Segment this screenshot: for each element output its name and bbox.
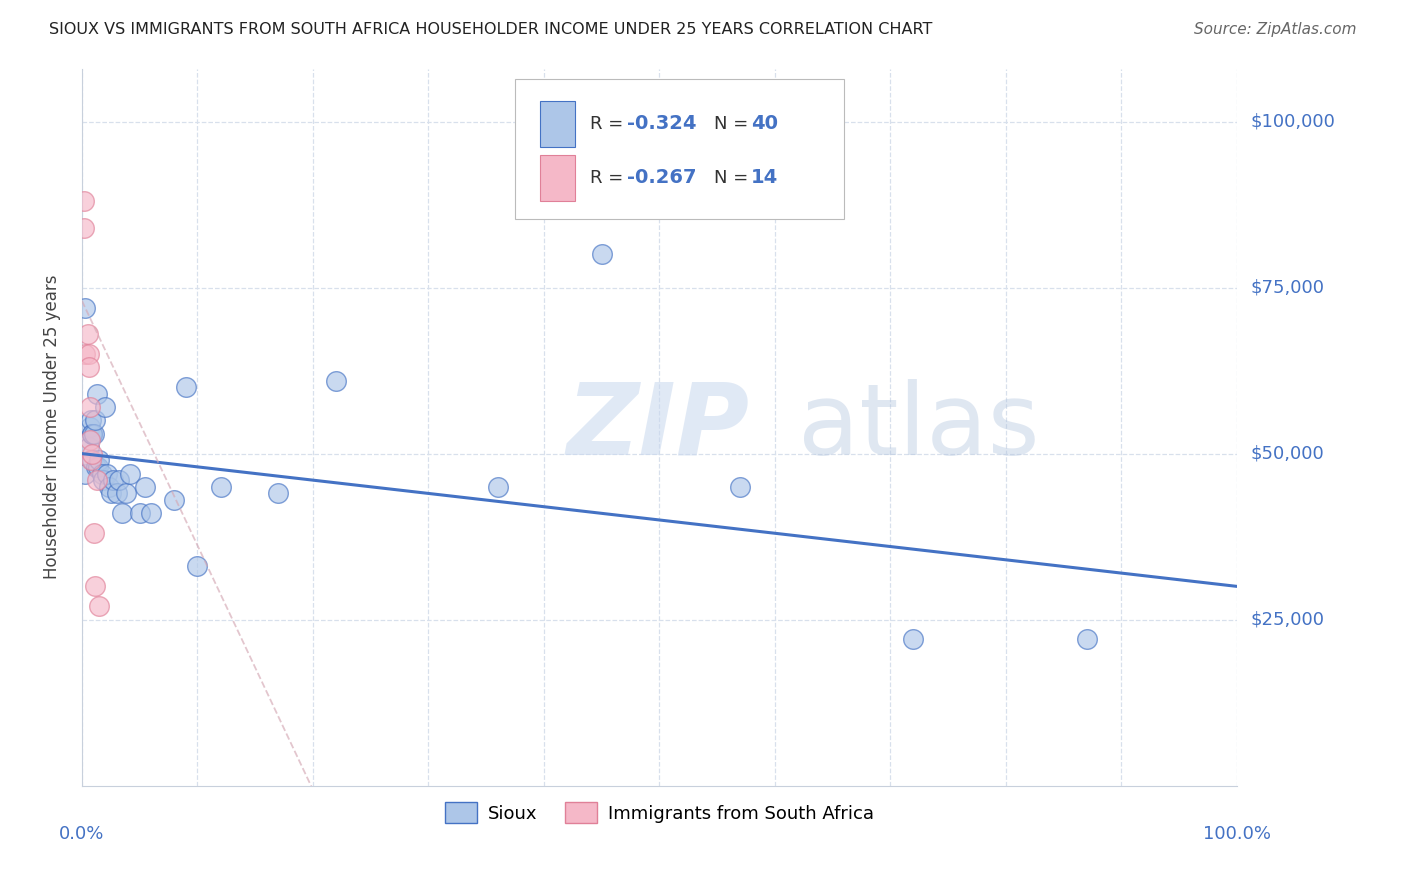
Text: 14: 14 — [751, 168, 778, 187]
Point — [82, 453, 104, 467]
Text: 100.0%: 100.0% — [1202, 825, 1271, 843]
Text: N =: N = — [714, 169, 754, 186]
Point — [105, 486, 128, 500]
Point — [82, 447, 104, 461]
Text: $25,000: $25,000 — [1251, 610, 1324, 629]
Text: $75,000: $75,000 — [1251, 278, 1324, 297]
Point — [108, 473, 131, 487]
Point — [728, 480, 751, 494]
Point — [267, 486, 290, 500]
Point — [77, 360, 100, 375]
FancyBboxPatch shape — [540, 154, 575, 202]
Point — [77, 347, 100, 361]
Point — [79, 400, 101, 414]
Point — [120, 467, 142, 481]
Point — [96, 467, 118, 481]
Point — [86, 387, 108, 401]
Point — [591, 247, 613, 261]
Point — [90, 467, 112, 481]
Point — [134, 480, 156, 494]
Point — [89, 453, 111, 467]
Point — [75, 347, 97, 361]
Point — [115, 486, 138, 500]
Text: atlas: atlas — [799, 378, 1039, 475]
Point — [100, 486, 122, 500]
Point — [174, 380, 197, 394]
Point — [141, 506, 163, 520]
Point — [75, 301, 97, 315]
Legend: Sioux, Immigrants from South Africa: Sioux, Immigrants from South Africa — [437, 795, 882, 830]
Point — [79, 420, 101, 434]
Point — [111, 506, 134, 520]
Text: R =: R = — [591, 115, 628, 133]
Text: -0.324: -0.324 — [627, 114, 696, 133]
Point — [186, 559, 208, 574]
Point — [94, 400, 117, 414]
Point — [82, 426, 104, 441]
Point — [82, 426, 104, 441]
FancyBboxPatch shape — [515, 79, 844, 219]
Text: 0.0%: 0.0% — [59, 825, 104, 843]
Point — [101, 473, 124, 487]
Point — [86, 473, 108, 487]
Text: 40: 40 — [751, 114, 778, 133]
Point — [75, 467, 97, 481]
Text: $50,000: $50,000 — [1251, 444, 1324, 463]
Point — [87, 459, 110, 474]
Point — [325, 374, 347, 388]
Point — [84, 459, 107, 474]
Text: R =: R = — [591, 169, 628, 186]
Text: $100,000: $100,000 — [1251, 112, 1336, 130]
Point — [77, 440, 100, 454]
Point — [80, 413, 103, 427]
Point — [73, 194, 96, 209]
Point — [97, 480, 120, 494]
Point — [128, 506, 150, 520]
Text: Source: ZipAtlas.com: Source: ZipAtlas.com — [1194, 22, 1357, 37]
Point — [1076, 632, 1098, 647]
Point — [83, 526, 105, 541]
Text: -0.267: -0.267 — [627, 168, 696, 187]
Point — [83, 426, 105, 441]
Point — [73, 220, 96, 235]
Point — [163, 493, 186, 508]
Text: ZIP: ZIP — [567, 378, 749, 475]
Point — [209, 480, 232, 494]
FancyBboxPatch shape — [540, 101, 575, 147]
Point — [80, 453, 103, 467]
Point — [903, 632, 925, 647]
Point — [76, 327, 98, 342]
Point — [83, 579, 105, 593]
Text: N =: N = — [714, 115, 754, 133]
Point — [83, 413, 105, 427]
Point — [79, 434, 101, 448]
Y-axis label: Householder Income Under 25 years: Householder Income Under 25 years — [44, 275, 60, 579]
Point — [91, 473, 114, 487]
Text: SIOUX VS IMMIGRANTS FROM SOUTH AFRICA HOUSEHOLDER INCOME UNDER 25 YEARS CORRELAT: SIOUX VS IMMIGRANTS FROM SOUTH AFRICA HO… — [49, 22, 932, 37]
Point — [89, 599, 111, 614]
Point — [486, 480, 509, 494]
